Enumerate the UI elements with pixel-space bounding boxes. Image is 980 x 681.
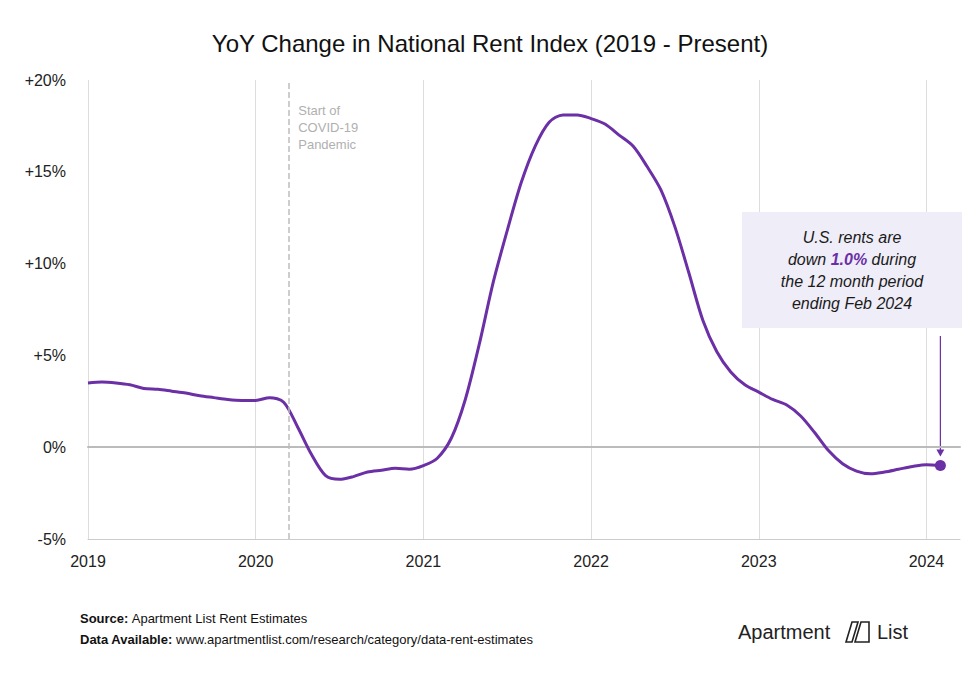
svg-text:0%: 0%	[43, 439, 66, 456]
svg-text:YoY Change in National Rent In: YoY Change in National Rent Index (2019 …	[212, 30, 768, 57]
svg-text:down: down	[788, 251, 831, 268]
svg-text:+15%: +15%	[25, 163, 66, 180]
svg-text:-5%: -5%	[38, 531, 66, 548]
svg-text:Source:: Source:	[80, 611, 128, 626]
svg-text:List: List	[877, 621, 909, 643]
svg-text:the 12 month period: the 12 month period	[781, 273, 924, 290]
svg-text:Pandemic: Pandemic	[298, 137, 356, 152]
svg-text:+10%: +10%	[25, 255, 66, 272]
svg-text:2023: 2023	[741, 553, 777, 570]
svg-text:COVID-19: COVID-19	[298, 120, 358, 135]
svg-text:2024: 2024	[909, 553, 945, 570]
svg-text:Start of: Start of	[298, 103, 340, 118]
svg-text:2022: 2022	[573, 553, 609, 570]
svg-text:2021: 2021	[406, 553, 442, 570]
svg-text:www.apartmentlist.com/research: www.apartmentlist.com/research/category/…	[175, 632, 533, 647]
svg-text:Apartment List Rent Estimates: Apartment List Rent Estimates	[132, 611, 308, 626]
svg-text:1.0%: 1.0%	[831, 251, 867, 268]
svg-text:Data Available:: Data Available:	[80, 632, 172, 647]
svg-text:Apartment: Apartment	[738, 621, 831, 643]
svg-text:+5%: +5%	[34, 347, 66, 364]
svg-text:2020: 2020	[238, 553, 274, 570]
svg-text:during: during	[867, 251, 916, 268]
svg-text:+20%: +20%	[25, 72, 66, 89]
svg-text:U.S. rents are: U.S. rents are	[803, 229, 902, 246]
svg-text:2019: 2019	[70, 553, 106, 570]
svg-text:ending Feb 2024: ending Feb 2024	[792, 295, 912, 312]
